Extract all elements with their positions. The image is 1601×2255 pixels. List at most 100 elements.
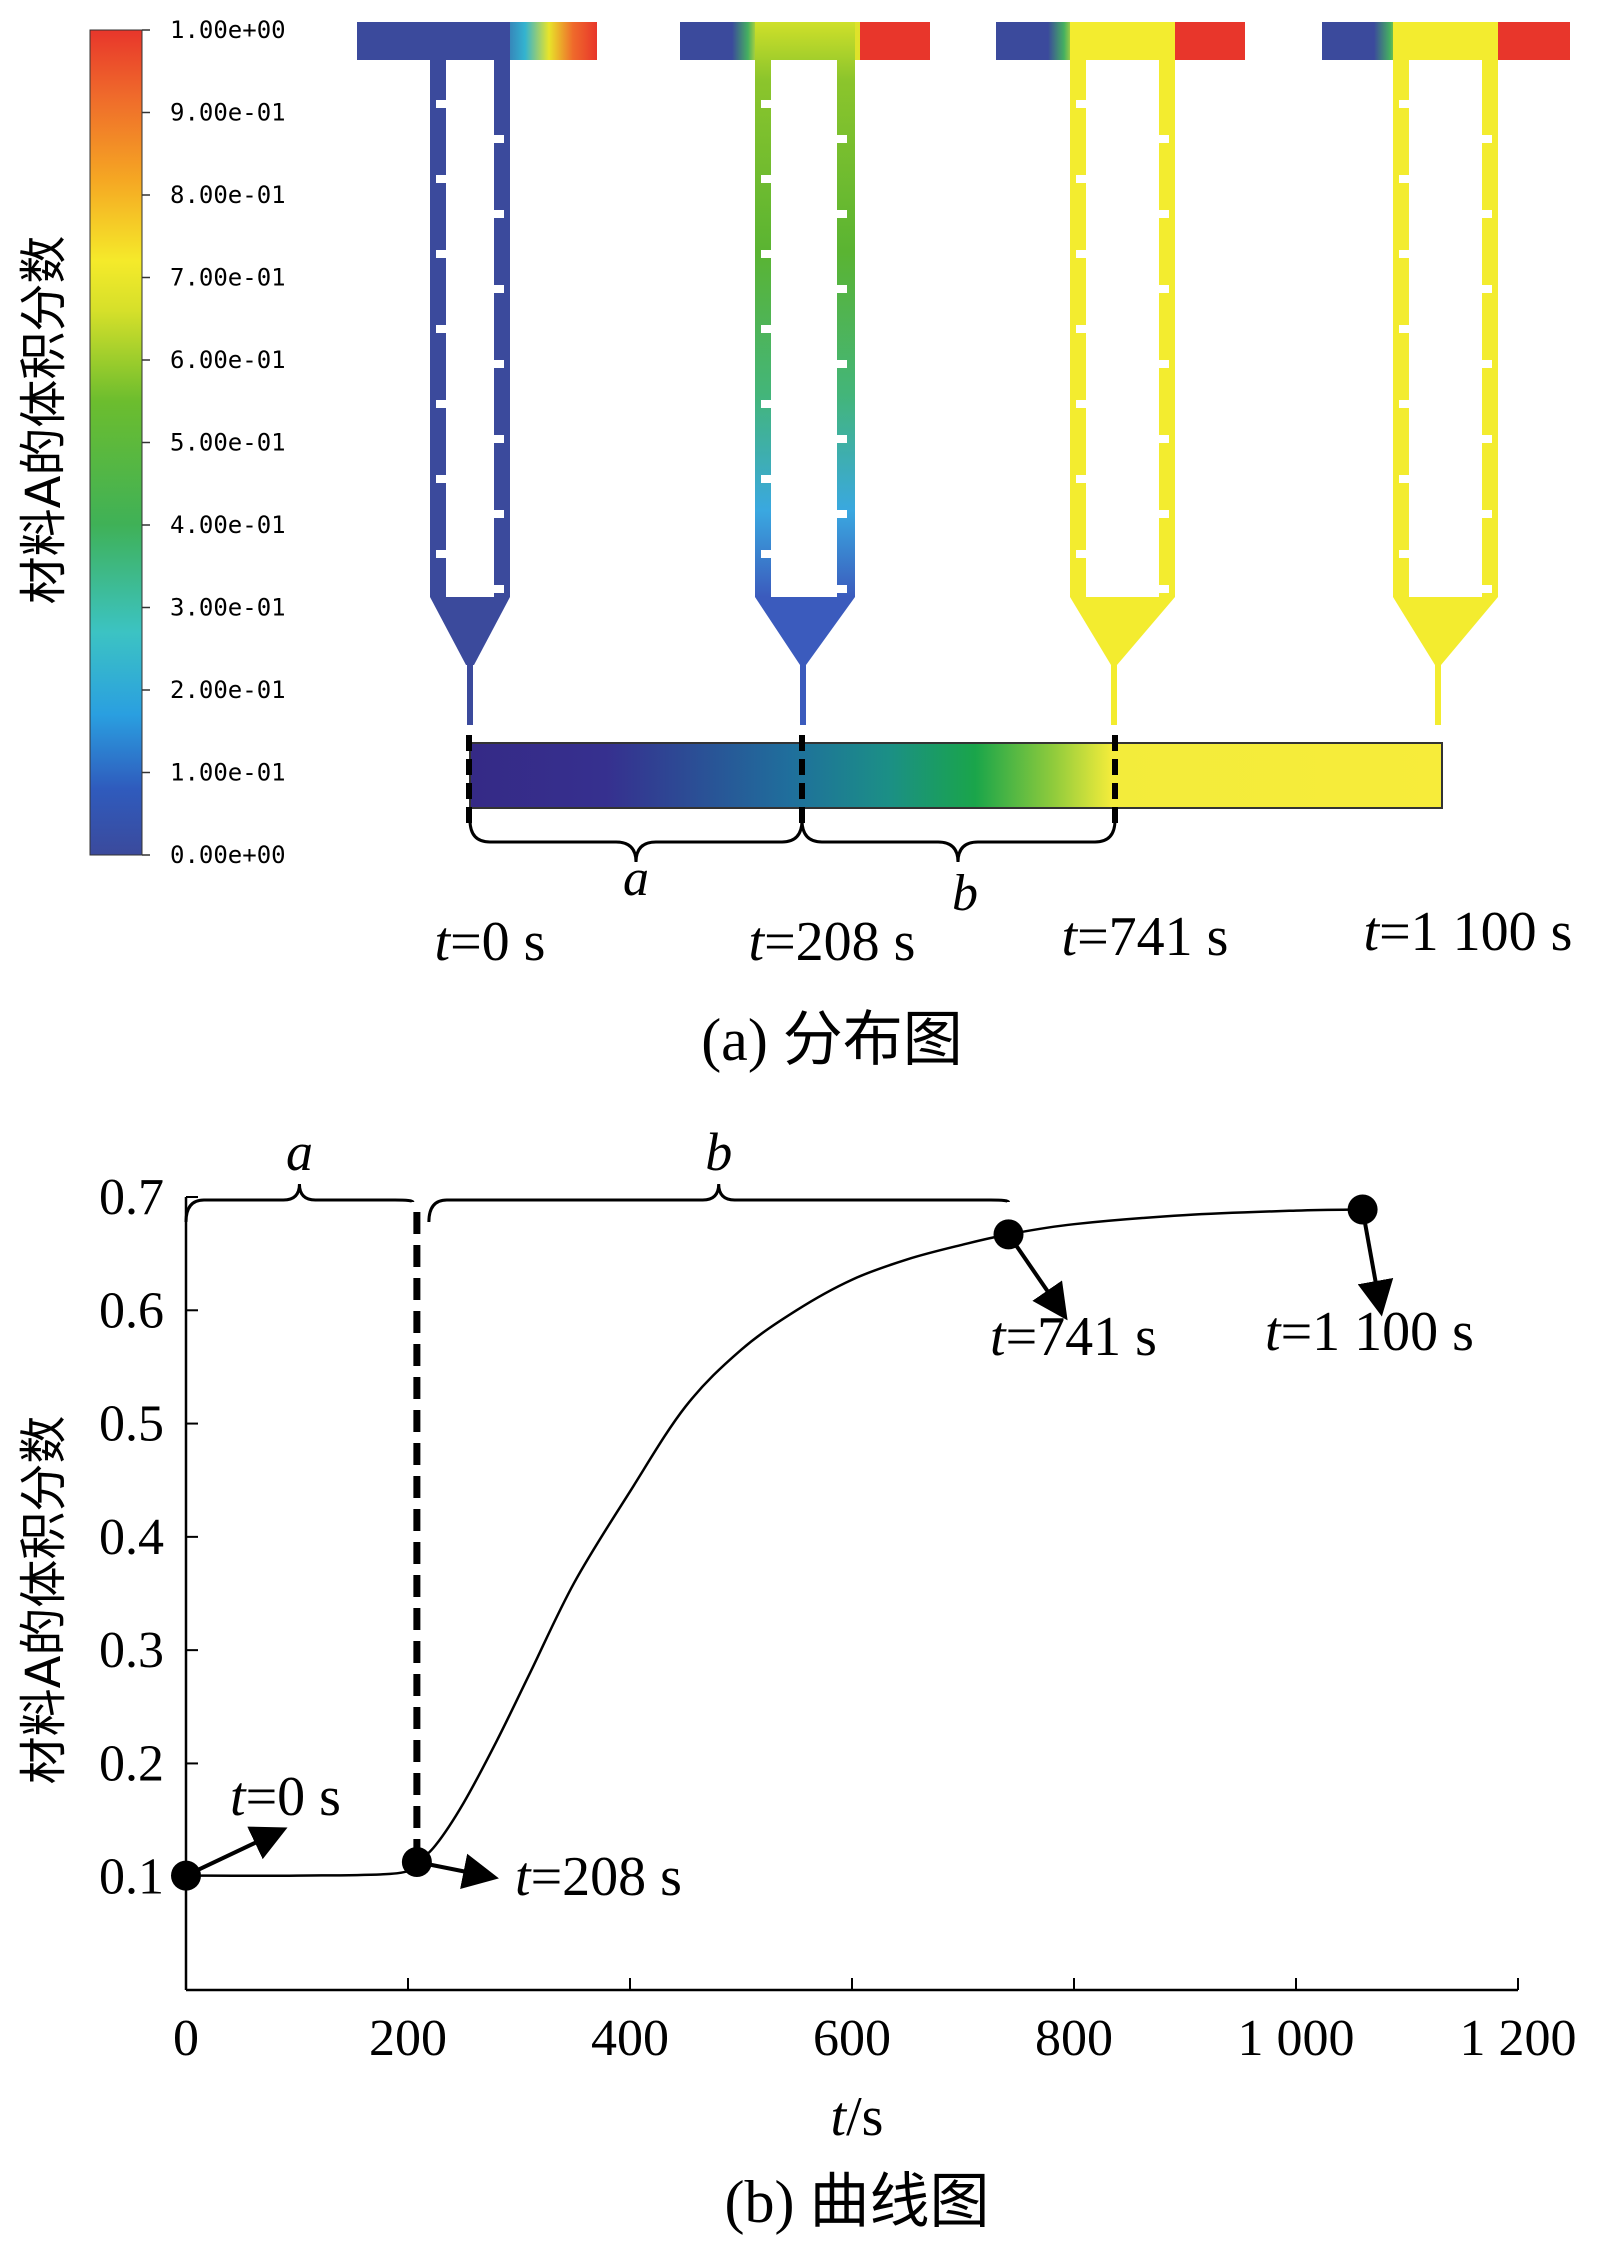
data-marker — [171, 1860, 201, 1891]
tube-notch — [761, 475, 771, 483]
tube-notch — [436, 175, 446, 183]
tube-notch — [1399, 400, 1409, 408]
tube-notch — [494, 585, 504, 593]
y-tick-label: 0.4 — [99, 1509, 164, 1566]
colorbar-tick-label: 6.00e-01 — [170, 346, 286, 374]
tube-notch — [1399, 475, 1409, 483]
tube-notch — [1482, 510, 1492, 518]
marker-label: t=0 s — [230, 1766, 341, 1828]
tube-notch — [1076, 325, 1086, 333]
tube-notch — [1076, 400, 1086, 408]
tube-notch — [837, 585, 847, 593]
tube-notch — [494, 135, 504, 143]
tube-notch — [436, 400, 446, 408]
x-tick-label: 400 — [591, 2010, 669, 2067]
colorbar: 0.00e+00 1.00e-01 2.00e-01 3.00e-01 4.00e-01… — [16, 16, 286, 869]
y-tick-label: 0.2 — [99, 1735, 164, 1792]
tube-notch — [1076, 100, 1086, 108]
colorbar-tick-label: 1.00e+00 — [170, 16, 286, 44]
panel-b-caption: (b) 曲线图 — [725, 2169, 990, 2235]
x-tick-label: 600 — [813, 2010, 891, 2067]
colorbar-label: 材料A的体积分数 — [16, 236, 72, 605]
brace-a — [468, 819, 804, 863]
data-marker — [1347, 1194, 1378, 1225]
chart-ticks: 0 200 400 600 800 1 000 1 200 0.1 0.2 0.3 0.4 0.5 0.… — [99, 1169, 1577, 2067]
panel-b: 0 200 400 600 800 1 000 1 200 0.1 0.2 0.3 0.4 0.5 0.… — [16, 1122, 1577, 2235]
marker-label: t=208 s — [515, 1846, 682, 1908]
y-tick-label: 0.6 — [99, 1282, 164, 1339]
snapshot-t741 — [996, 22, 1245, 725]
snapshot-t208 — [680, 22, 930, 725]
tube-notch — [1159, 510, 1169, 518]
brace-b — [800, 819, 1117, 863]
colorbar-tick-label: 8.00e-01 — [170, 181, 286, 209]
tube-notch — [494, 510, 504, 518]
tube-notch — [436, 100, 446, 108]
tube-notch — [761, 550, 771, 558]
tube-notch — [761, 250, 771, 258]
snapshot-t0 — [357, 22, 597, 725]
tube-notch — [1159, 210, 1169, 218]
x-tick-label: 1 000 — [1238, 2010, 1355, 2067]
region-brace-b — [427, 1183, 1011, 1223]
region-label-b: b — [952, 865, 978, 922]
tube-notch — [1159, 360, 1169, 368]
tube-notch — [436, 325, 446, 333]
snapshot-label-t1100: t=1 100 s — [1364, 901, 1573, 963]
y-tick-label: 0.5 — [99, 1396, 164, 1453]
tube-notch — [1399, 100, 1409, 108]
tube-notch — [1482, 360, 1492, 368]
panel-a: 0.00e+00 1.00e-01 2.00e-01 3.00e-01 4.00e-01… — [16, 16, 1572, 1073]
tube-notch — [1482, 135, 1492, 143]
tube-notch — [436, 475, 446, 483]
tube-notch — [1076, 475, 1086, 483]
x-axis-label: t/s — [831, 2086, 884, 2148]
colorbar-tick-label: 3.00e-01 — [170, 594, 286, 622]
tube-notch — [494, 360, 504, 368]
marker-label: t=741 s — [990, 1306, 1157, 1368]
region-label-b: b — [705, 1122, 732, 1182]
y-tick-label: 0.3 — [99, 1622, 164, 1679]
colorbar-tick-label: 7.00e-01 — [170, 264, 286, 292]
chart-markers: t=0 s t=208 s t=741 s t=1 100 s — [171, 1194, 1474, 1908]
tube-notch — [1399, 175, 1409, 183]
tube-notch — [1159, 435, 1169, 443]
data-marker — [993, 1219, 1024, 1250]
region-brace-a — [184, 1183, 415, 1223]
x-tick-label: 0 — [173, 2010, 199, 2067]
tube-notch — [436, 250, 446, 258]
panel-a-caption: (a) 分布图 — [701, 1007, 963, 1073]
tube-notch — [761, 325, 771, 333]
tube-notch — [1159, 135, 1169, 143]
tube-notch — [494, 435, 504, 443]
tube-notch — [1076, 250, 1086, 258]
colorbar-tick-label: 0.00e+00 — [170, 841, 286, 869]
y-tick-label: 0.7 — [99, 1169, 164, 1226]
colorbar-tick-label: 1.00e-01 — [170, 759, 286, 787]
marker-arrow — [1357, 1209, 1394, 1317]
x-tick-label: 1 200 — [1460, 2010, 1577, 2067]
snapshot-t1100 — [1322, 22, 1570, 725]
tube-notch — [761, 100, 771, 108]
y-axis-label: 材料A的体积分数 — [16, 1416, 72, 1785]
colorbar-tick-label: 2.00e-01 — [170, 676, 286, 704]
tube-notch — [837, 510, 847, 518]
series-line — [185, 1208, 1363, 1877]
marker-arrow — [185, 1826, 288, 1878]
x-tick-label: 800 — [1035, 2010, 1113, 2067]
snapshot-label-t208: t=208 s — [749, 911, 916, 973]
tube-notch — [1159, 585, 1169, 593]
marker-arrow — [1006, 1233, 1068, 1321]
tube-notch — [1399, 325, 1409, 333]
tube-notch — [1159, 285, 1169, 293]
colorbar-ticks: 0.00e+00 1.00e-01 2.00e-01 3.00e-01 4.00e-01… — [142, 16, 286, 869]
tube-notch — [1076, 175, 1086, 183]
tube-notch — [837, 435, 847, 443]
tube-notch — [761, 400, 771, 408]
tube-notch — [436, 550, 446, 558]
snapshot-label-t0: t=0 s — [435, 911, 546, 973]
distribution-bar — [469, 742, 1443, 809]
tube-notch — [1482, 285, 1492, 293]
marker-label: t=1 100 s — [1265, 1301, 1474, 1363]
